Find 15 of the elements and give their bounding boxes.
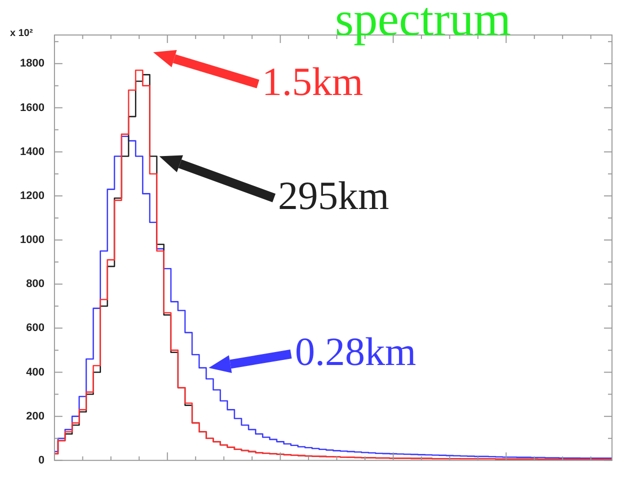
chart-title: spectrum	[335, 0, 511, 47]
annotation: 1.5km	[262, 58, 364, 105]
y-tick-label: 1400	[20, 146, 44, 158]
y-tick-label: 400	[26, 366, 44, 378]
y-tick-label: 1000	[20, 234, 44, 246]
annotation: 295km	[278, 172, 390, 219]
annotation: 0.28km	[295, 328, 416, 375]
y-tick-label: 1800	[20, 58, 44, 70]
y-tick-label: 1200	[20, 190, 44, 202]
y-tick-label: 0	[38, 454, 44, 466]
y-tick-label: 1600	[20, 102, 44, 114]
y-tick-label: 200	[26, 410, 44, 422]
y-axis-title: x 10²	[10, 28, 33, 39]
y-tick-label: 600	[26, 322, 44, 334]
y-tick-label: 800	[26, 278, 44, 290]
